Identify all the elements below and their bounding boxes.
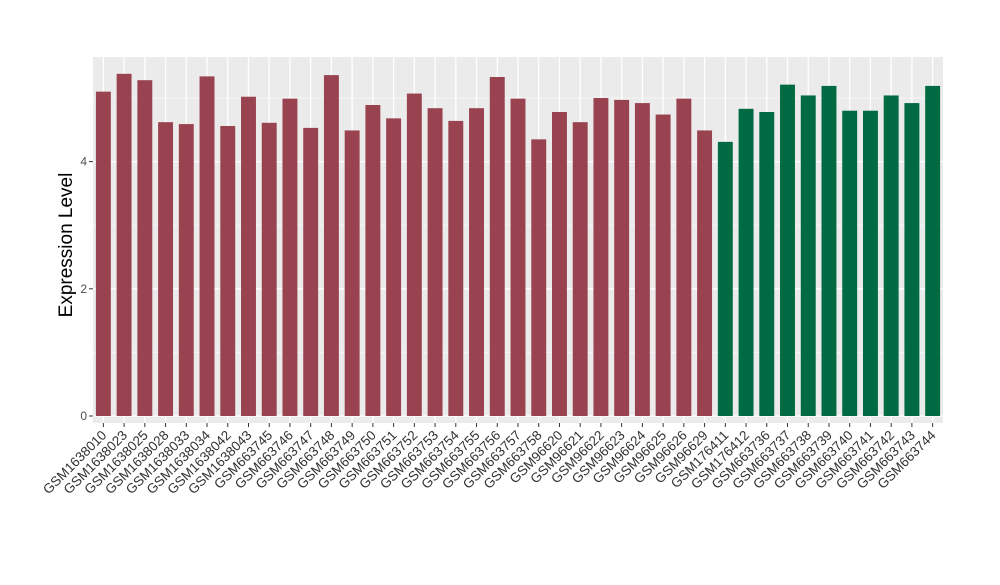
bar (406, 93, 422, 416)
bar (510, 98, 526, 417)
bar (862, 110, 878, 416)
bar (717, 141, 733, 416)
bars (95, 73, 941, 417)
bar (842, 110, 858, 416)
y-tick-label: 2 (80, 282, 87, 296)
bar (469, 108, 484, 417)
bar (759, 111, 775, 416)
bar (531, 139, 547, 416)
bar (427, 108, 443, 417)
bar (904, 103, 920, 416)
bar (634, 103, 650, 416)
bar (282, 98, 298, 417)
bar (199, 76, 215, 416)
bar (572, 122, 588, 416)
bar (365, 104, 381, 416)
bar (386, 118, 402, 417)
bar (303, 127, 319, 416)
y-tick-label: 4 (80, 155, 87, 169)
bar (925, 85, 941, 416)
bar (448, 120, 464, 417)
bar (655, 114, 671, 416)
bar (241, 96, 256, 416)
bar (614, 99, 630, 417)
bar (821, 85, 837, 416)
bar (261, 122, 277, 416)
bar (137, 80, 153, 416)
bar (552, 111, 567, 416)
y-tick-label: 0 (80, 409, 87, 423)
bar (780, 84, 795, 417)
x-axis: GSM1638010GSM1638023GSM1638025GSM1638028… (40, 423, 939, 497)
bar (883, 95, 899, 417)
bar (800, 95, 816, 417)
bar (323, 75, 339, 416)
y-axis: 0 2 4 (80, 155, 93, 423)
y-axis-title: Expression Level (56, 173, 77, 318)
bar (489, 77, 505, 417)
bar (158, 122, 174, 416)
bar (593, 98, 609, 416)
bar (220, 125, 236, 416)
bar (697, 130, 713, 416)
bar (116, 73, 132, 416)
bar (676, 98, 692, 417)
bar (738, 108, 754, 416)
bar (178, 124, 194, 417)
bar (344, 130, 360, 416)
bar (95, 91, 111, 416)
